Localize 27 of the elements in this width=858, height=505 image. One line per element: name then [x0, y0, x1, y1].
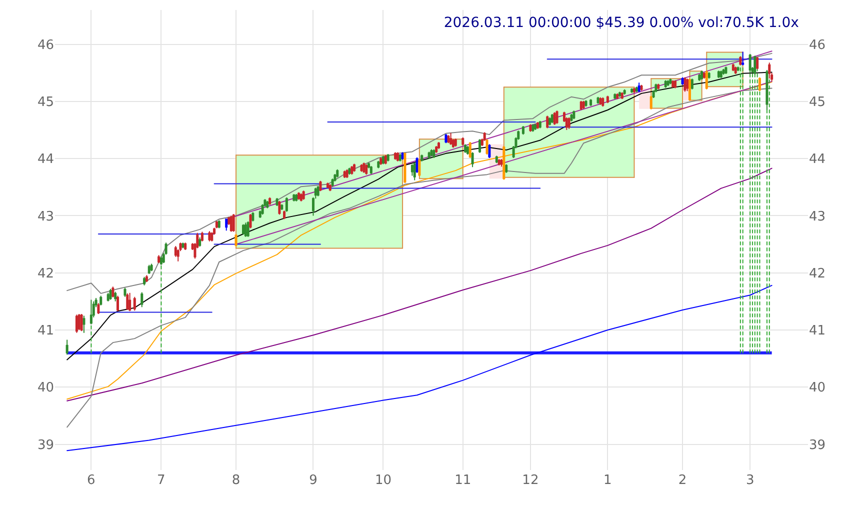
y2-tick-label: 46: [809, 38, 826, 53]
y-tick-label: 41: [37, 324, 54, 339]
chart-title: 2026.03.11 00:00:00 $45.39 0.00% vol:70.5K 1.0x: [444, 14, 799, 31]
y2-tick-label: 45: [809, 94, 826, 110]
y-tick-label: 45: [37, 94, 54, 110]
y2-tick-label: 41: [809, 324, 826, 339]
x-tick-label: 8: [232, 473, 240, 488]
x-tick-label: 2: [678, 473, 687, 488]
x-tick-label: 10: [374, 473, 392, 488]
y2-tick-label: 40: [809, 380, 826, 396]
y2-tick-label: 42: [809, 266, 826, 282]
y-tick-label: 44: [37, 152, 54, 168]
y2-tick-label: 43: [809, 209, 826, 224]
x-tick-label: 11: [454, 473, 472, 488]
x-tick-label: 7: [157, 473, 166, 488]
x-tick-label: 12: [522, 473, 539, 488]
y-tick-label: 43: [37, 209, 54, 224]
y2-tick-label: 39: [809, 438, 826, 453]
x-tick-label: 1: [604, 473, 612, 488]
y-tick-label: 39: [37, 438, 54, 453]
y2-tick-label: 44: [809, 152, 826, 168]
x-tick-label: 9: [309, 473, 318, 488]
y-tick-label: 40: [37, 380, 54, 396]
y-tick-label: 42: [37, 266, 54, 282]
x-tick-label: 3: [746, 473, 754, 488]
x-tick-label: 6: [87, 473, 96, 488]
y-tick-label: 46: [37, 38, 54, 53]
